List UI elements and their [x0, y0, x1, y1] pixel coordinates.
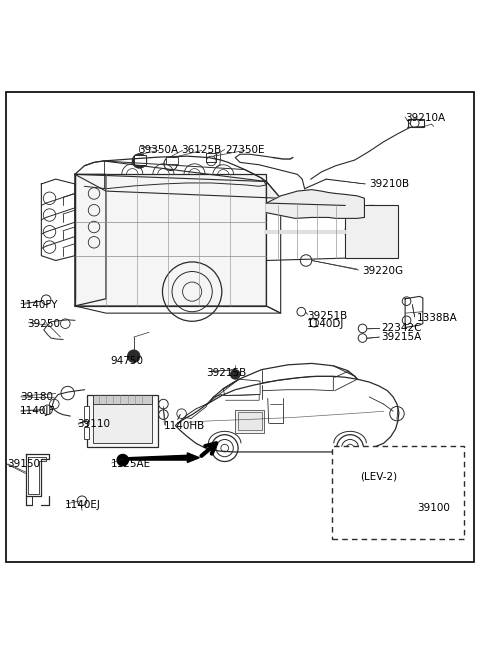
- Bar: [350, 455, 439, 531]
- FancyBboxPatch shape: [332, 446, 464, 539]
- Bar: [346, 484, 352, 501]
- Text: 1338BA: 1338BA: [417, 313, 458, 323]
- Text: 36125B: 36125B: [181, 145, 222, 155]
- Bar: [408, 119, 424, 128]
- Text: 27350E: 27350E: [225, 145, 264, 155]
- Bar: [93, 400, 152, 443]
- Bar: [432, 494, 437, 520]
- Text: 94750: 94750: [111, 356, 144, 366]
- Bar: [346, 462, 352, 478]
- Polygon shape: [75, 174, 281, 198]
- Circle shape: [117, 455, 129, 466]
- Text: 39215A: 39215A: [381, 332, 421, 342]
- Text: 39180: 39180: [20, 392, 53, 402]
- Text: 39350A: 39350A: [139, 145, 179, 155]
- Text: 1140FY: 1140FY: [20, 299, 59, 310]
- Circle shape: [230, 369, 240, 379]
- Bar: [235, 410, 264, 433]
- Text: 39215B: 39215B: [206, 368, 247, 378]
- Text: 39220G: 39220G: [362, 266, 403, 276]
- Text: 39150: 39150: [7, 459, 40, 469]
- Text: 39100: 39100: [417, 504, 450, 514]
- Bar: [84, 426, 89, 439]
- Bar: [238, 412, 262, 430]
- Text: 1140EJ: 1140EJ: [65, 500, 101, 510]
- Polygon shape: [75, 174, 106, 306]
- Text: 39210B: 39210B: [369, 179, 409, 189]
- Bar: [206, 153, 216, 162]
- Bar: [357, 458, 432, 469]
- Circle shape: [132, 154, 147, 168]
- Bar: [345, 206, 398, 258]
- Circle shape: [131, 353, 137, 360]
- Text: 1140HB: 1140HB: [163, 421, 204, 430]
- Text: 39250: 39250: [27, 319, 60, 329]
- Polygon shape: [129, 453, 199, 462]
- Text: 1125AE: 1125AE: [111, 459, 151, 469]
- Text: 39251B: 39251B: [307, 310, 347, 320]
- Bar: [134, 155, 146, 165]
- Bar: [357, 465, 432, 527]
- Text: (LEV-2): (LEV-2): [360, 472, 397, 482]
- Bar: [166, 157, 178, 164]
- Bar: [93, 396, 152, 404]
- Bar: [75, 174, 266, 306]
- Polygon shape: [266, 190, 364, 218]
- Text: 39210A: 39210A: [405, 113, 445, 123]
- Text: 39110: 39110: [77, 419, 110, 429]
- Bar: [84, 407, 89, 421]
- Bar: [87, 394, 157, 447]
- Text: 1140DJ: 1140DJ: [307, 319, 344, 329]
- Circle shape: [128, 350, 140, 362]
- Text: 1140JF: 1140JF: [20, 406, 55, 417]
- Text: 22342C: 22342C: [381, 324, 422, 333]
